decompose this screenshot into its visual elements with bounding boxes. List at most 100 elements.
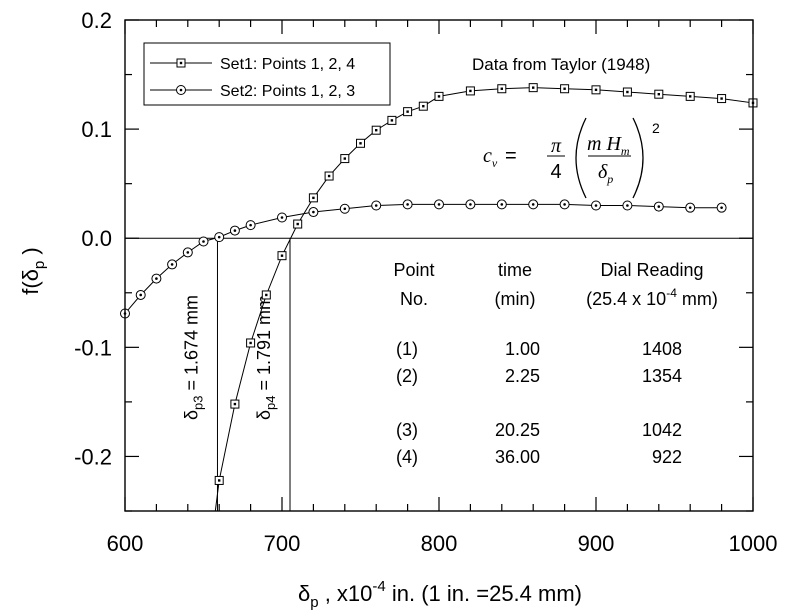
series-2-point-dot xyxy=(139,293,142,297)
formula-delta: δ xyxy=(598,161,608,183)
x-axis-label-text: , x10 xyxy=(319,581,373,606)
series-2-point-dot xyxy=(437,203,441,206)
x-tick-label: 700 xyxy=(264,531,301,556)
series-1-point-dot xyxy=(422,104,425,108)
x-axis-label-text2: in. (1 in. =25.4 mm) xyxy=(386,581,582,606)
series-1-point-dot xyxy=(343,157,346,160)
series-1-point-dot xyxy=(327,174,331,178)
series-1-point-dot xyxy=(359,142,362,145)
series-2-point-dot xyxy=(155,277,158,280)
table-cell-reading: 1042 xyxy=(642,420,682,440)
formula-c-sub: v xyxy=(492,156,498,170)
series-1-point-dot xyxy=(594,88,598,92)
vline-label-symbol: δ xyxy=(181,410,201,420)
table-header: time xyxy=(498,260,532,280)
x-axis-label-sub: p xyxy=(310,594,318,611)
series-1-point-dot xyxy=(218,479,221,482)
series-1-point-dot xyxy=(563,87,566,90)
series-2-point-dot xyxy=(594,204,598,207)
table-header: Dial Reading xyxy=(600,260,703,280)
series-2-point-dot xyxy=(563,203,566,206)
table-cell-time: 36.00 xyxy=(495,447,540,467)
table-units-text2: mm) xyxy=(677,289,718,309)
series-2-point-dot xyxy=(233,229,237,232)
table-units-sup: -4 xyxy=(666,286,677,300)
annotation-layer: Set1: Points 1, 2, 4 Set2: Points 1, 2, 3… xyxy=(143,42,718,467)
table-cell-time: 1.00 xyxy=(505,339,540,359)
axis-ticks-layer xyxy=(124,19,754,512)
series-1-point-dot xyxy=(689,95,692,98)
series-1-point-dot xyxy=(375,129,378,132)
y-axis-label-sub: p xyxy=(31,261,48,269)
x-tick-label: 1000 xyxy=(729,531,778,556)
vertical-line-label-1: δp3 = 1.674 mm xyxy=(181,295,205,420)
x-tick-label: 600 xyxy=(107,531,144,556)
series-1-point-dot xyxy=(249,341,252,345)
series-2-point-dot xyxy=(280,216,284,219)
series-1-point-dot xyxy=(469,89,472,93)
series-1-point-dot xyxy=(280,254,284,257)
series-1-point-dot xyxy=(437,95,441,98)
series-2-point-dot xyxy=(688,206,692,209)
legend-box xyxy=(143,42,391,106)
series-2-point-dot xyxy=(626,204,629,207)
vline-label-sub: p3 xyxy=(190,396,205,410)
y-axis-label-rest: ) xyxy=(18,247,43,260)
table-units-text: (25.4 x 10 xyxy=(586,289,666,309)
series-2-point-dot xyxy=(500,203,504,206)
series-2-point-dot xyxy=(343,207,347,211)
table-cell-point: (3) xyxy=(396,420,418,440)
y-axis-label: f(δp ) xyxy=(18,247,48,294)
formula-eq: = xyxy=(505,145,517,167)
series-2-point-dot xyxy=(374,204,378,207)
table-cell-reading: 1354 xyxy=(642,366,682,386)
series-2-point-dot xyxy=(657,205,661,208)
formula-inner-den: δp xyxy=(598,161,613,186)
series-1-point-dot xyxy=(406,110,409,113)
table-subheader: (min) xyxy=(495,289,536,309)
vline-label-sub: p4 xyxy=(263,396,278,410)
series-2-point-dot xyxy=(531,203,535,206)
formula-delta-sub: p xyxy=(606,172,613,186)
table-cell-point: (2) xyxy=(396,366,418,386)
labels-layer: 600 700 800 900 1000-0.2-0.10.00.10.2δp , x1… xyxy=(18,8,777,611)
series-1-point-dot xyxy=(296,222,299,226)
series-1-point-dot xyxy=(312,196,315,200)
series-1-point-dot xyxy=(265,293,268,297)
formula-pi: π xyxy=(551,135,562,157)
legend-label: Set1: Points 1, 2, 4 xyxy=(220,56,355,73)
legend-label: Set2: Points 1, 2, 3 xyxy=(220,83,355,100)
series-2-point-dot xyxy=(469,203,472,206)
x-axis-label: δp , x10-4 in. (1 in. =25.4 mm) xyxy=(298,578,582,611)
series-2-point-dot xyxy=(217,235,221,239)
y-tick-label: -0.1 xyxy=(74,335,112,360)
formula-inner-num: m Hm xyxy=(587,133,630,158)
table-cell-time: 20.25 xyxy=(495,420,540,440)
x-axis-label-sup: -4 xyxy=(372,578,385,595)
x-tick-label: 900 xyxy=(578,531,615,556)
vline-label-symbol: δ xyxy=(254,410,274,420)
vline-label-text: = 1.791 mm xyxy=(254,295,274,396)
x-axis-label-symbol: δ xyxy=(298,581,310,606)
series-2-point-dot xyxy=(406,203,409,206)
y-tick-label: -0.2 xyxy=(74,444,112,469)
vline-label-text: = 1.674 mm xyxy=(181,295,201,396)
formula-left-paren xyxy=(575,117,587,199)
table-cell-reading: 1408 xyxy=(642,339,682,359)
table-subheader: No. xyxy=(400,289,428,309)
plot-frame xyxy=(124,19,754,512)
series-1-point-dot xyxy=(500,87,503,90)
y-tick-label: 0.2 xyxy=(81,8,112,33)
table-cell-time: 2.25 xyxy=(505,366,540,386)
series-1-point-dot xyxy=(720,97,723,100)
y-tick-label: 0.1 xyxy=(81,117,112,142)
table-header: Point xyxy=(393,260,434,280)
series-1-point-dot xyxy=(532,86,535,89)
series-1-point-dot xyxy=(233,402,237,406)
legend-square-marker-dot xyxy=(179,61,183,65)
formula-power: 2 xyxy=(652,120,660,136)
table-cell-point: (1) xyxy=(396,339,418,359)
series-1-point-dot xyxy=(626,90,629,94)
